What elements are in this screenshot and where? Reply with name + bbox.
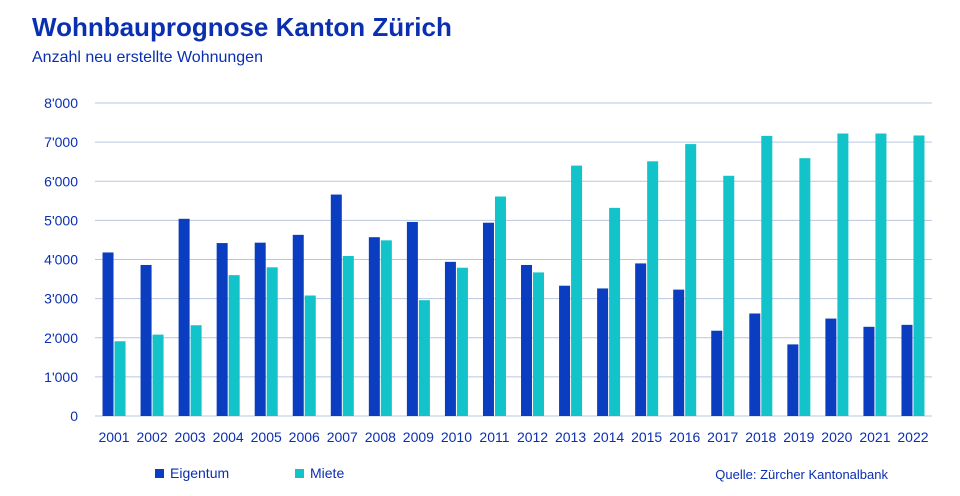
x-tick-label: 2005 [251, 429, 282, 445]
x-tick-label: 2015 [631, 429, 662, 445]
y-tick-label: 3'000 [44, 291, 78, 307]
bar-eigentum-2004 [216, 243, 228, 416]
bar-miete-2014 [609, 207, 621, 416]
y-tick-label: 7'000 [44, 134, 78, 150]
bar-eigentum-2015 [635, 263, 647, 416]
bar-miete-2006 [304, 295, 316, 416]
x-tick-label: 2003 [175, 429, 206, 445]
bar-eigentum-2022 [901, 324, 913, 416]
bar-miete-2008 [380, 240, 392, 416]
x-tick-label: 2010 [441, 429, 472, 445]
x-tick-label: 2002 [136, 429, 167, 445]
bar-eigentum-2020 [825, 318, 837, 416]
y-tick-label: 5'000 [44, 212, 78, 228]
legend-swatch-miete [295, 468, 304, 478]
x-tick-label: 2006 [289, 429, 320, 445]
x-tick-label: 2008 [365, 429, 396, 445]
bar-eigentum-2001 [102, 252, 114, 416]
bar-eigentum-2017 [711, 330, 723, 416]
chart-title: Wohnbauprognose Kanton Zürich [32, 12, 452, 42]
bar-miete-2009 [418, 300, 430, 416]
bar-miete-2017 [723, 175, 735, 416]
legend-swatch-eigentum [155, 468, 164, 478]
legend: Eigentum Miete [0, 465, 960, 485]
x-tick-label: 2001 [98, 429, 129, 445]
x-axis-ticks: 2001 2002 2003 2004 2005 2006 2007 2008 2009 2010… [98, 429, 928, 445]
bar-miete-2005 [266, 267, 278, 416]
bar-miete-2007 [342, 255, 354, 416]
x-tick-label: 2014 [593, 429, 624, 445]
x-tick-label: 2016 [669, 429, 700, 445]
legend-label-miete: Miete [310, 465, 345, 481]
bar-eigentum-2016 [673, 289, 685, 416]
x-tick-label: 2020 [821, 429, 852, 445]
y-tick-label: 4'000 [44, 252, 78, 268]
bar-miete-2022 [913, 135, 925, 416]
bar-eigentum-2009 [406, 221, 418, 416]
bar-miete-2010 [456, 267, 468, 416]
x-tick-label: 2013 [555, 429, 586, 445]
x-tick-label: 2017 [707, 429, 738, 445]
bar-miete-2003 [190, 325, 202, 416]
x-tick-label: 2022 [897, 429, 928, 445]
bar-miete-2019 [799, 158, 811, 416]
bar-eigentum-2013 [559, 285, 571, 416]
legend-item-eigentum: Eigentum [155, 465, 229, 481]
bar-miete-2013 [571, 165, 583, 416]
y-tick-label: 2'000 [44, 330, 78, 346]
bar-miete-2015 [647, 161, 659, 416]
x-tick-label: 2011 [479, 429, 509, 445]
x-tick-label: 2012 [517, 429, 548, 445]
bar-eigentum-2006 [292, 234, 304, 416]
x-tick-label: 2004 [213, 429, 244, 445]
bar-eigentum-2003 [178, 218, 190, 416]
bar-eigentum-2018 [749, 313, 761, 416]
bar-miete-2020 [837, 133, 849, 416]
chart-subtitle: Anzahl neu erstellte Wohnungen [32, 49, 263, 66]
y-tick-label: 0 [70, 408, 78, 424]
bar-eigentum-2011 [482, 222, 494, 416]
bar-miete-2001 [114, 341, 126, 416]
bar-eigentum-2002 [140, 264, 152, 416]
y-axis-ticks: 0 1'000 2'000 3'000 4'000 5'000 6'000 7'000 8'00… [44, 95, 78, 424]
bar-miete-2002 [152, 334, 164, 416]
bar-miete-2011 [494, 196, 506, 416]
x-tick-label: 2019 [783, 429, 814, 445]
x-tick-label: 2009 [403, 429, 434, 445]
source-note: Quelle: Zürcher Kantonalbank [715, 467, 888, 482]
bar-eigentum-2021 [863, 326, 875, 416]
bar-miete-2016 [685, 144, 697, 417]
bar-eigentum-2008 [368, 237, 380, 416]
bar-eigentum-2019 [787, 344, 799, 416]
y-tick-label: 6'000 [44, 173, 78, 189]
x-tick-label: 2018 [745, 429, 776, 445]
x-tick-label: 2021 [859, 429, 890, 445]
bar-eigentum-2012 [521, 264, 533, 416]
bar-chart: 0 1'000 2'000 3'000 4'000 5'000 6'000 7'000 8'00… [44, 95, 932, 445]
bar-miete-2021 [875, 133, 887, 416]
bars [102, 133, 925, 417]
y-tick-label: 8'000 [44, 95, 78, 111]
bar-eigentum-2005 [254, 242, 266, 416]
y-tick-label: 1'000 [44, 369, 78, 385]
bar-eigentum-2010 [444, 261, 456, 416]
bar-miete-2018 [761, 135, 773, 417]
legend-label-eigentum: Eigentum [170, 465, 230, 481]
bar-eigentum-2014 [597, 288, 609, 416]
x-tick-label: 2007 [327, 429, 358, 445]
bar-eigentum-2007 [330, 194, 342, 416]
bar-miete-2012 [533, 272, 545, 416]
legend-item-miete: Miete [295, 465, 344, 481]
bar-miete-2004 [228, 275, 240, 416]
